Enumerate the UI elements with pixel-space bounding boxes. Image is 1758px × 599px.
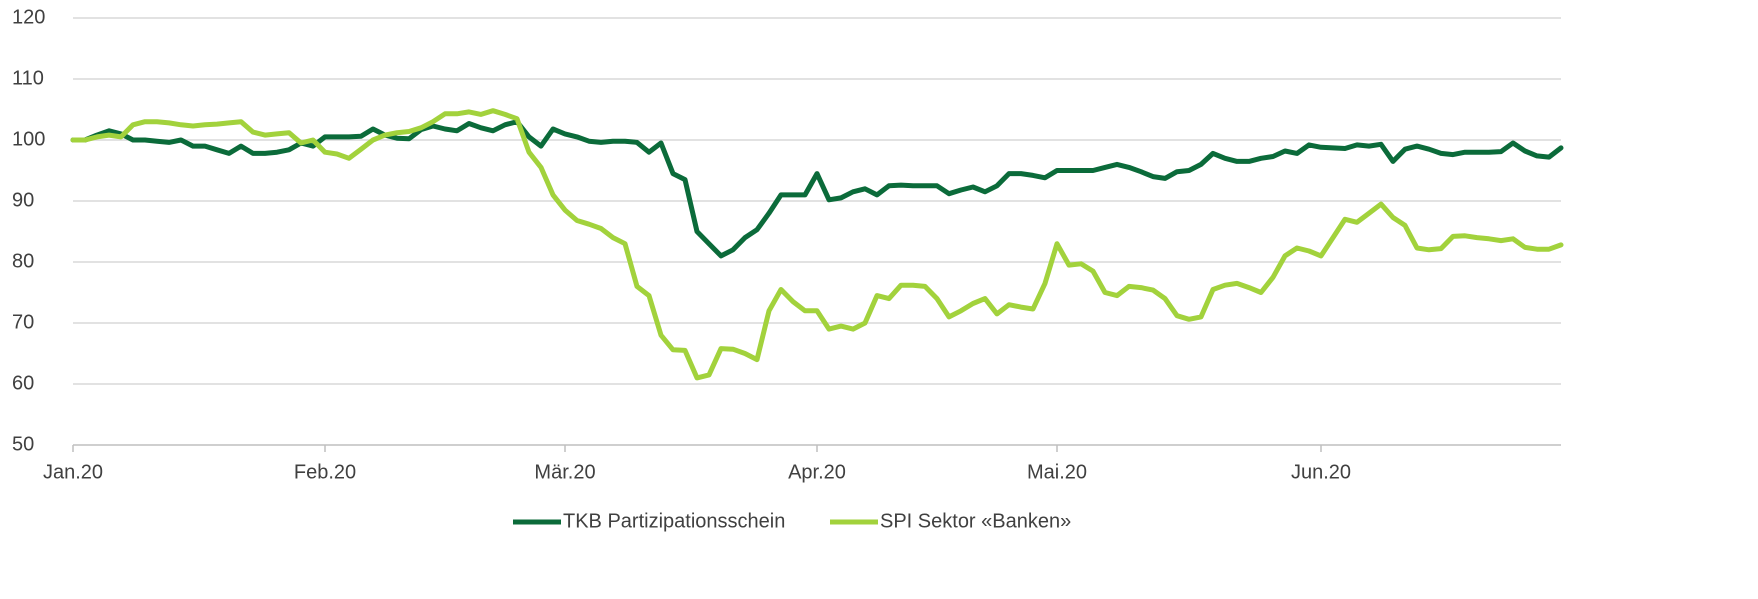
x-tick-label: Mai.20: [1027, 461, 1087, 483]
y-tick-label: 100: [12, 128, 45, 150]
x-tick-label: Jan.20: [43, 461, 103, 483]
y-tick-label: 60: [12, 372, 34, 394]
x-tick-label: Jun.20: [1291, 461, 1351, 483]
x-tick-label: Apr.20: [788, 461, 846, 483]
y-tick-label: 110: [12, 67, 44, 89]
legend-label: TKB Partizipationsschein: [563, 510, 785, 532]
y-tick-label: 90: [12, 189, 34, 211]
y-tick-label: 120: [12, 6, 45, 28]
y-tick-label: 70: [12, 311, 34, 333]
x-tick-label: Feb.20: [294, 461, 356, 483]
y-tick-label: 50: [12, 433, 34, 455]
legend-label: SPI Sektor «Banken»: [880, 510, 1071, 532]
x-tick-label: Mär.20: [534, 461, 595, 483]
line-series: [70, 119, 1564, 259]
y-tick-label: 80: [12, 250, 34, 272]
line-series: [70, 108, 1564, 381]
